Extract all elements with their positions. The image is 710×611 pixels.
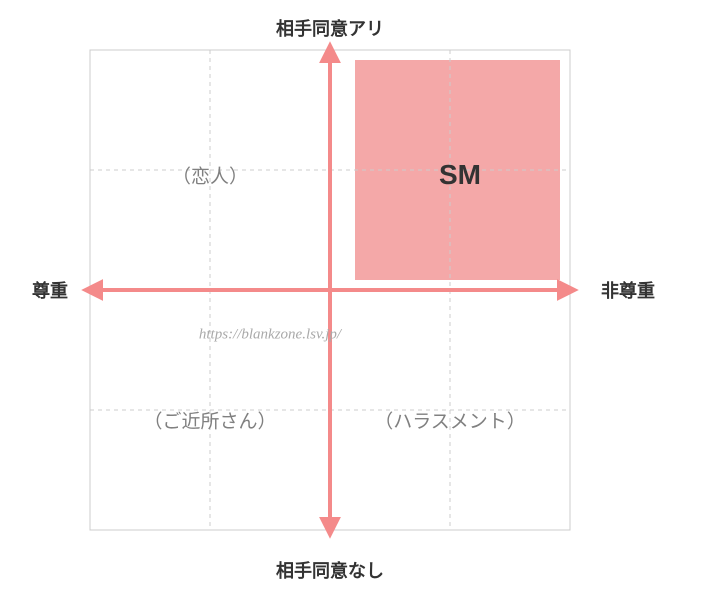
highlight-label-sm: SM [439,159,481,191]
axis-label-right: 非尊重 [601,277,655,303]
quadrant-label-q3: （ご近所さん） [143,407,276,434]
quadrant-label-q4: （ハラスメント） [374,407,526,434]
axis-label-left: 尊重 [32,277,68,303]
axis-label-bottom: 相手同意なし [276,557,384,583]
quadrant-chart [0,0,710,611]
watermark-text: https://blankzone.lsv.jp/ [199,327,341,344]
quadrant-label-q1: （恋人） [172,162,248,189]
axis-label-top: 相手同意アリ [276,15,384,41]
